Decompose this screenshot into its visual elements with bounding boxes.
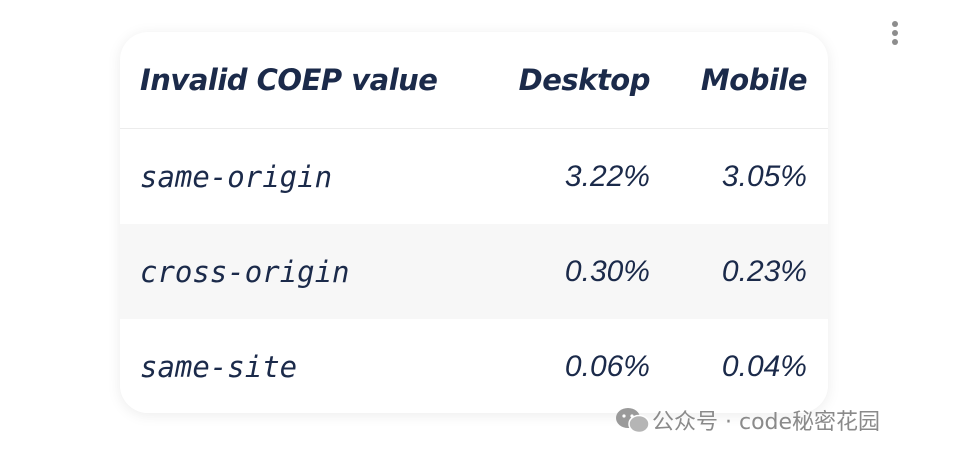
header-cell: Desktop <box>518 63 651 97</box>
header-row: Invalid COEP value Desktop Mobile <box>120 32 828 130</box>
table-cell: 0.30% <box>564 254 650 288</box>
table-row: cross-origin 0.30% 0.23% <box>120 224 828 319</box>
table-cell: 3.22% <box>564 159 650 193</box>
header-cell: Mobile <box>700 63 808 97</box>
table-card: Invalid COEP value Desktop Mobile same-orig… <box>120 32 828 413</box>
table-cell: same-site <box>140 349 298 384</box>
wechat-icon <box>616 408 650 434</box>
watermark: 公众号 · code秘密花园 <box>614 404 880 436</box>
table-row: same-site 0.06% 0.04% <box>120 319 828 413</box>
table-cell: cross-origin <box>140 254 350 289</box>
table-row: same-origin 3.22% 3.05% <box>120 129 828 224</box>
more-menu[interactable] <box>891 20 899 48</box>
header-cell: Invalid COEP value <box>140 63 438 97</box>
table-cell: 0.06% <box>564 349 650 383</box>
table-cell: same-origin <box>140 159 333 194</box>
table-cell: 0.23% <box>721 254 807 288</box>
table-cell: 0.04% <box>721 349 807 383</box>
watermark-text: 公众号 · code秘密花园 <box>652 410 881 435</box>
table-cell: 3.05% <box>721 159 807 193</box>
